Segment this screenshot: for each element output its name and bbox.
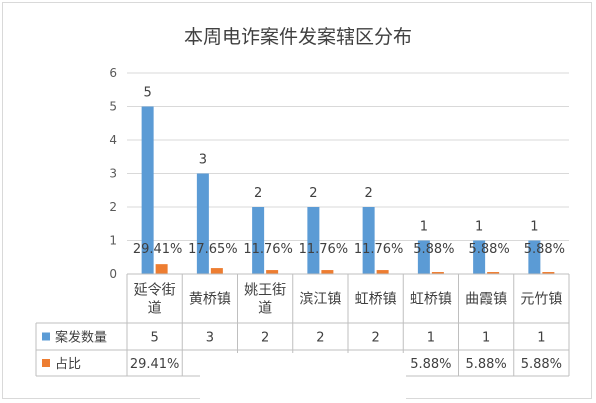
table-cell: 5.88% [410, 357, 451, 372]
category-label: 道 [258, 301, 272, 317]
data-label-ratio: 5.88% [524, 242, 565, 257]
category-label: 虹桥镇 [410, 292, 452, 308]
category-label: 黄桥镇 [189, 291, 231, 308]
bar-ratio [210, 268, 223, 274]
category-label: 滨江镇 [299, 292, 341, 308]
legend-label: 案发数量 [55, 330, 107, 346]
table-cell: 5.88% [521, 357, 562, 372]
data-label-ratio: 17.65% [188, 242, 238, 257]
bar-ratio [376, 270, 389, 274]
legend-label: 占比 [55, 357, 81, 372]
data-label-ratio: 11.76% [243, 242, 293, 257]
chart-title: 本周电诈案件发案辖区分布 [184, 26, 412, 48]
y-tick-label: 3 [109, 167, 117, 181]
category-label: 曲霞镇 [465, 292, 507, 308]
redaction-patch [200, 353, 406, 401]
table-cell: 1 [537, 331, 545, 346]
table-cell: 2 [261, 331, 269, 346]
data-label-ratio: 5.88% [468, 242, 509, 257]
legend-key [42, 359, 50, 367]
table-cell: 2 [371, 331, 379, 346]
y-tick-labels: 0 1 2 3 4 5 6 [109, 66, 117, 281]
bar-count [307, 207, 320, 274]
data-label-count: 3 [199, 153, 207, 168]
data-label-count: 2 [364, 186, 372, 201]
data-label-ratio: 11.76% [354, 242, 404, 257]
data-label-count: 1 [475, 220, 483, 235]
bar-count [196, 173, 209, 274]
data-label-ratio: 29.41% [133, 242, 183, 257]
category-label: 延令街 [134, 283, 176, 299]
y-tick-label: 4 [109, 133, 117, 147]
category-label: 道 [148, 301, 162, 317]
data-label-count: 5 [143, 86, 151, 101]
y-tick-label: 6 [109, 66, 117, 80]
table-cell: 3 [206, 331, 214, 346]
table-cell: 1 [427, 331, 435, 346]
grid-lines [127, 72, 569, 241]
bar-ratio [542, 272, 555, 274]
bar-ratio [431, 272, 444, 274]
bar-count [528, 240, 541, 274]
data-label-count: 1 [530, 220, 538, 235]
y-tick-label: 2 [109, 200, 117, 214]
y-tick-label: 1 [109, 234, 117, 248]
category-label: 姚王街 [244, 283, 286, 299]
data-label-count: 2 [309, 186, 317, 201]
bar-count [252, 207, 265, 274]
table-cell: 5.88% [465, 357, 506, 372]
bar-ratio [487, 272, 500, 274]
legend-key [42, 332, 50, 341]
y-tick-label: 5 [109, 100, 117, 114]
data-label-ratio: 11.76% [299, 242, 349, 257]
bar-ratio [155, 264, 168, 274]
y-tick-label: 0 [109, 267, 117, 281]
table-cell: 1 [482, 331, 490, 346]
category-label: 元竹镇 [520, 292, 562, 308]
data-labels: 5 29.41% 3 17.65% 2 11.76% 2 11.76% 2 11.76% 1 5.88… [133, 86, 565, 258]
data-label-count: 2 [254, 186, 262, 201]
data-label-ratio: 5.88% [413, 242, 454, 257]
bar-count [473, 240, 486, 274]
bar-ratio [266, 270, 279, 274]
bar-count [417, 240, 430, 274]
table-cell: 29.41% [130, 357, 180, 372]
table-cell: 2 [316, 331, 324, 346]
bar-count [141, 106, 154, 274]
bar-ratio [321, 270, 334, 274]
data-label-count: 1 [420, 220, 428, 235]
table-cell: 5 [150, 331, 158, 346]
bar-count [362, 207, 375, 274]
category-label: 虹桥镇 [355, 292, 397, 308]
bars [141, 106, 555, 274]
chart-svg: 本周电诈案件发案辖区分布 0 1 2 3 4 5 6 5 29.41% 3 17.65% 2 11.7… [35, 26, 570, 377]
